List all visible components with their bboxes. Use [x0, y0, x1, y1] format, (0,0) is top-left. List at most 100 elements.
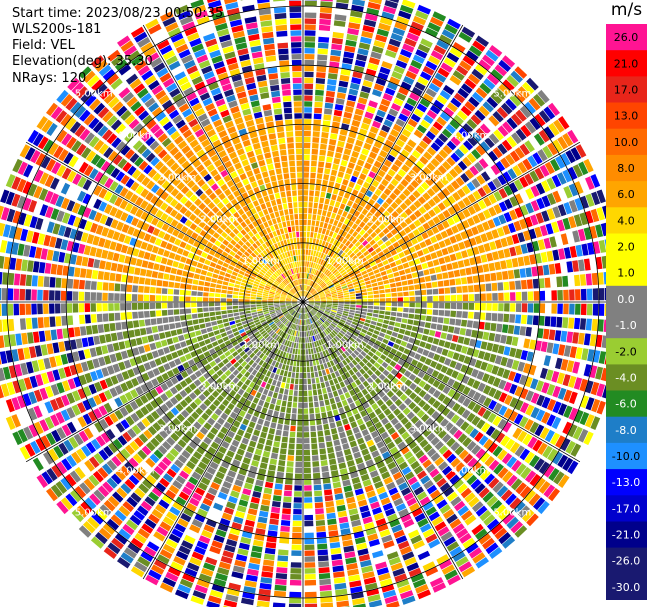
velocity-cell: [479, 509, 492, 522]
velocity-cell: [488, 332, 496, 342]
velocity-cell: [313, 283, 318, 289]
velocity-cell: [206, 601, 220, 607]
velocity-cell: [403, 518, 415, 528]
velocity-cell: [311, 309, 317, 314]
velocity-cell: [365, 344, 372, 350]
velocity-cell: [155, 255, 162, 263]
velocity-cell: [429, 421, 439, 431]
velocity-cell: [382, 259, 389, 266]
velocity-cell: [81, 256, 89, 267]
velocity-cell: [452, 380, 461, 390]
velocity-cell: [449, 278, 456, 286]
velocity-cell: [420, 413, 430, 423]
velocity-cell: [337, 140, 345, 148]
velocity-cell: [359, 267, 366, 273]
velocity-cell: [362, 117, 372, 125]
velocity-cell: [425, 177, 434, 187]
velocity-cell: [389, 236, 397, 244]
velocity-cell: [328, 273, 334, 279]
velocity-cell: [355, 307, 362, 311]
velocity-cell: [449, 546, 463, 557]
velocity-cell: [465, 542, 479, 554]
velocity-cell: [442, 161, 452, 171]
velocity-cell: [223, 599, 238, 607]
velocity-cell: [292, 317, 296, 323]
velocity-cell: [496, 367, 505, 377]
velocity-cell: [408, 194, 417, 203]
velocity-cell: [203, 307, 209, 312]
velocity-cell: [334, 370, 340, 377]
velocity-cell: [344, 297, 350, 300]
velocity-cell: [333, 109, 343, 117]
velocity-cell: [308, 297, 314, 300]
velocity-cell: [357, 134, 366, 142]
velocity-cell: [304, 54, 315, 60]
velocity-cell: [208, 331, 215, 338]
velocity-cell: [303, 231, 307, 237]
velocity-cell: [287, 371, 292, 378]
velocity-cell: [416, 250, 424, 257]
velocity-cell: [189, 524, 201, 534]
velocity-cell: [316, 525, 326, 532]
velocity-cell: [389, 192, 397, 201]
velocity-cell: [427, 260, 434, 268]
velocity-cell: [414, 284, 421, 290]
velocity-cell: [340, 528, 351, 536]
velocity-cell: [314, 496, 323, 503]
velocity-cell: [425, 282, 432, 289]
velocity-cell: [420, 315, 426, 321]
velocity-cell: [419, 341, 426, 348]
velocity-cell: [482, 491, 494, 503]
velocity-cell: [197, 297, 203, 302]
velocity-cell: [32, 457, 44, 471]
velocity-cell: [283, 496, 292, 503]
velocity-cell: [373, 309, 379, 314]
velocity-cell: [484, 455, 495, 467]
velocity-cell: [340, 269, 346, 274]
velocity-cell: [401, 164, 410, 173]
velocity-cell: [473, 312, 480, 320]
velocity-cell: [303, 207, 308, 214]
velocity-cell: [476, 371, 485, 381]
velocity-cell: [466, 320, 473, 328]
velocity-cell: [338, 250, 344, 256]
velocity-cell: [411, 272, 419, 278]
velocity-cell: [308, 348, 311, 355]
velocity-cell: [316, 72, 326, 79]
velocity-cell: [347, 94, 357, 102]
velocity-cell: [552, 343, 560, 355]
velocity-cell: [362, 79, 373, 88]
velocity-cell: [450, 457, 461, 468]
velocity-cell: [318, 567, 330, 574]
velocity-cell: [298, 402, 303, 408]
velocity-cell: [49, 290, 55, 301]
velocity-cell: [432, 389, 441, 399]
velocity-cell: [330, 470, 339, 477]
velocity-cell: [384, 595, 398, 604]
velocity-cell: [457, 200, 466, 210]
velocity-cell: [289, 431, 296, 438]
velocity-cell: [442, 84, 455, 96]
velocity-cell: [583, 158, 594, 173]
velocity-cell: [311, 317, 315, 323]
velocity-cell: [440, 264, 447, 272]
velocity-cell: [502, 270, 509, 280]
velocity-cell: [164, 331, 172, 338]
velocity-cell: [417, 589, 431, 600]
velocity-cell: [205, 556, 218, 566]
velocity-cell: [335, 241, 341, 248]
velocity-cell: [441, 247, 449, 256]
velocity-cell: [321, 316, 327, 321]
velocity-cell: [309, 311, 313, 317]
velocity-cell: [421, 364, 429, 372]
velocity-cell: [280, 357, 285, 364]
velocity-cell: [323, 287, 329, 292]
velocity-cell: [596, 400, 606, 415]
velocity-cell: [396, 183, 405, 192]
velocity-cell: [308, 396, 313, 402]
velocity-cell: [489, 45, 503, 57]
velocity-cell: [551, 371, 560, 383]
velocity-cell: [431, 316, 438, 323]
velocity-cell: [524, 451, 535, 464]
velocity-cell: [299, 313, 302, 319]
